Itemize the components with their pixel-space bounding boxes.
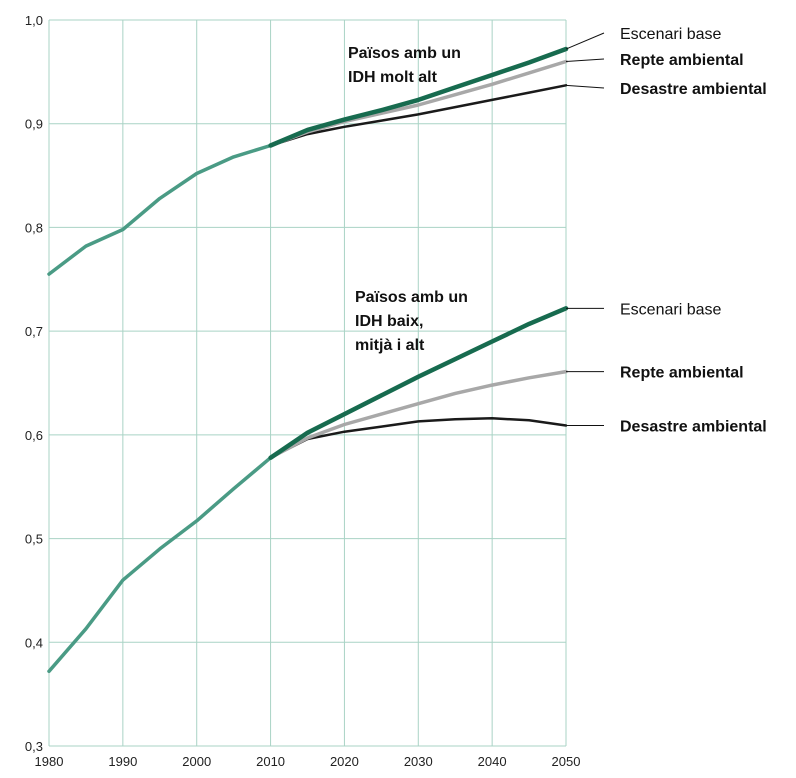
series-line-historical xyxy=(47,455,273,674)
series-line-historical xyxy=(47,143,273,276)
series-label-challenge: Repte ambiental xyxy=(620,365,744,382)
series-label-disaster: Desastre ambiental xyxy=(620,81,767,98)
series-line-base xyxy=(268,46,569,148)
series-label-base: Escenari base xyxy=(620,301,721,318)
group-annotation-line: IDH baix, xyxy=(355,313,423,330)
group-annotation-line: Països amb un xyxy=(348,45,461,62)
x-tick-label: 2000 xyxy=(182,754,211,769)
y-tick-label: 0,8 xyxy=(25,220,43,235)
series-line-challenge xyxy=(268,369,568,460)
x-tick-label: 2050 xyxy=(552,754,581,769)
axis-ticks: 1980 1990 2000 2010 2020 2030 2040 2050 0,3 0,4 0,… xyxy=(25,13,581,769)
group-annotation-line: Països amb un xyxy=(355,289,468,306)
group-annotation-line: IDH molt alt xyxy=(348,69,438,86)
y-tick-label: 1,0 xyxy=(25,13,43,28)
y-tick-label: 0,5 xyxy=(25,532,43,547)
x-tick-label: 1980 xyxy=(35,754,64,769)
leader-line-base xyxy=(565,32,605,50)
series-label-challenge: Repte ambiental xyxy=(620,52,744,69)
x-tick-label: 2020 xyxy=(330,754,359,769)
series-label-base: Escenari base xyxy=(620,26,721,43)
leader-line-challenge xyxy=(565,58,605,62)
x-tick-label: 2010 xyxy=(256,754,285,769)
y-tick-label: 0,7 xyxy=(25,324,43,339)
y-tick-label: 0,6 xyxy=(25,428,43,443)
series-line-disaster xyxy=(269,84,568,147)
group-annotation-line: mitjà i alt xyxy=(355,337,425,354)
leader-line-disaster xyxy=(565,84,605,89)
x-tick-label: 2030 xyxy=(404,754,433,769)
series-label-disaster: Desastre ambiental xyxy=(620,419,767,436)
y-tick-label: 0,9 xyxy=(25,117,43,132)
series-line-disaster xyxy=(269,417,568,459)
x-tick-label: 2040 xyxy=(478,754,507,769)
chart-labels: Països amb un IDH molt alt Escenari base Re… xyxy=(348,26,767,436)
chart-grid xyxy=(48,19,567,747)
x-tick-label: 1990 xyxy=(108,754,137,769)
y-tick-label: 0,3 xyxy=(25,739,43,754)
y-tick-label: 0,4 xyxy=(25,635,43,650)
chart-series xyxy=(47,46,569,674)
series-line-base xyxy=(268,306,569,460)
